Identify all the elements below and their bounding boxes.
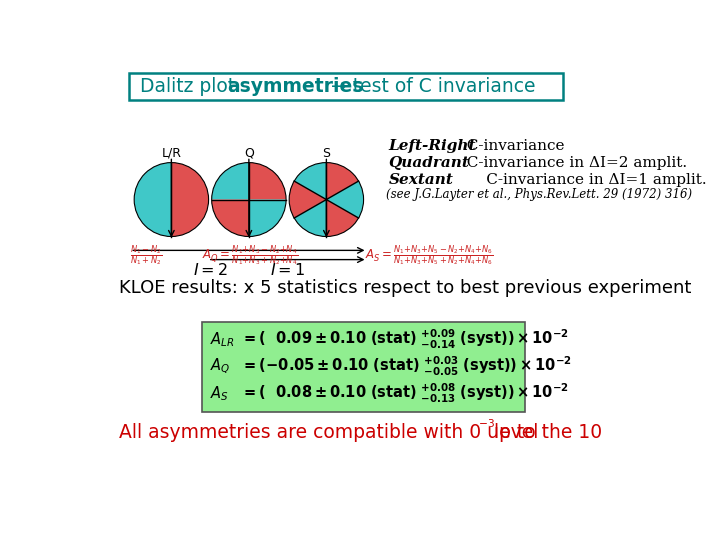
Wedge shape [212, 200, 249, 237]
Text: $\mathbf{\mathit{A_S}}$: $\mathbf{\mathit{A_S}}$ [210, 384, 229, 403]
Text: $I = 2$: $I = 2$ [193, 262, 228, 279]
Text: level: level [488, 423, 539, 442]
Text: Left-Right: Left-Right [388, 139, 476, 153]
FancyBboxPatch shape [202, 322, 525, 412]
Wedge shape [171, 163, 209, 237]
Text: All asymmetries are compatible with 0 up to the 10: All asymmetries are compatible with 0 up… [120, 423, 603, 442]
Text: $\frac{N_1 - N_2}{N_1 + N_2}$: $\frac{N_1 - N_2}{N_1 + N_2}$ [130, 244, 163, 268]
Text: $A_S = \frac{N_1{+}N_3{+}N_5 - N_2{+}N_4{+}N_6}{N_1{+}N_3{+}N_5 + N_2{+}N_4{+}N_: $A_S = \frac{N_1{+}N_3{+}N_5 - N_2{+}N_4… [365, 244, 494, 268]
Text: Dalitz plot: Dalitz plot [140, 77, 241, 96]
Text: $\mathbf{\mathit{A_Q}}$: $\mathbf{\mathit{A_Q}}$ [210, 357, 230, 376]
Text: C-invariance in ΔI=2 amplit.: C-invariance in ΔI=2 amplit. [456, 156, 687, 170]
Wedge shape [326, 181, 364, 218]
Wedge shape [289, 181, 326, 218]
Wedge shape [212, 163, 249, 200]
Text: asymmetries: asymmetries [228, 77, 364, 96]
Text: $A_Q = \frac{N_1{+}N_3 - N_2{+}N_4}{N_1{+}N_3 + N_2{+}N_4}$: $A_Q = \frac{N_1{+}N_3 - N_2{+}N_4}{N_1{… [202, 244, 298, 268]
Text: $\mathbf{= (-0.05 \pm 0.10 \ (stat) \ ^{+0.03}_{-0.05} \ (syst) ) \times 10^{-2}: $\mathbf{= (-0.05 \pm 0.10 \ (stat) \ ^{… [241, 355, 572, 378]
Text: KLOE results: x 5 statistics respect to best previous experiment: KLOE results: x 5 statistics respect to … [120, 279, 692, 297]
Wedge shape [326, 200, 359, 237]
Text: $\mathbf{\mathit{A_{LR}}}$: $\mathbf{\mathit{A_{LR}}}$ [210, 330, 235, 349]
Wedge shape [134, 163, 171, 237]
Text: (see J.G.Layter et al., Phys.Rev.Lett. 29 (1972) 316): (see J.G.Layter et al., Phys.Rev.Lett. 2… [386, 188, 692, 201]
Text: $I = 1$: $I = 1$ [270, 262, 305, 279]
Wedge shape [294, 200, 326, 237]
Wedge shape [249, 163, 286, 200]
Text: $\mathbf{= ( \ \ 0.09 \pm 0.10 \ (stat) \ ^{+0.09}_{-0.14} \ (syst) ) \times 10^: $\mathbf{= ( \ \ 0.09 \pm 0.10 \ (stat) … [241, 328, 569, 352]
Text: $^{-3}$: $^{-3}$ [477, 421, 495, 436]
Text: $\mathbf{= ( \ \ 0.08 \pm 0.10 \ (stat) \ ^{+0.08}_{-0.13} \ (syst) ) \times 10^: $\mathbf{= ( \ \ 0.08 \pm 0.10 \ (stat) … [241, 382, 569, 405]
Text: Sextant: Sextant [388, 173, 454, 186]
Text: C-invariance in ΔI=1 amplit.: C-invariance in ΔI=1 amplit. [456, 173, 706, 186]
Wedge shape [326, 163, 359, 200]
Text: Quadrant: Quadrant [388, 156, 469, 170]
Text: S: S [323, 147, 330, 160]
Wedge shape [249, 200, 286, 237]
Text: C-invariance: C-invariance [456, 139, 564, 153]
FancyBboxPatch shape [129, 72, 563, 100]
Text: L/R: L/R [161, 147, 181, 160]
Text: Q: Q [244, 147, 254, 160]
Wedge shape [294, 163, 326, 200]
Text: → test of C invariance: → test of C invariance [325, 77, 536, 96]
